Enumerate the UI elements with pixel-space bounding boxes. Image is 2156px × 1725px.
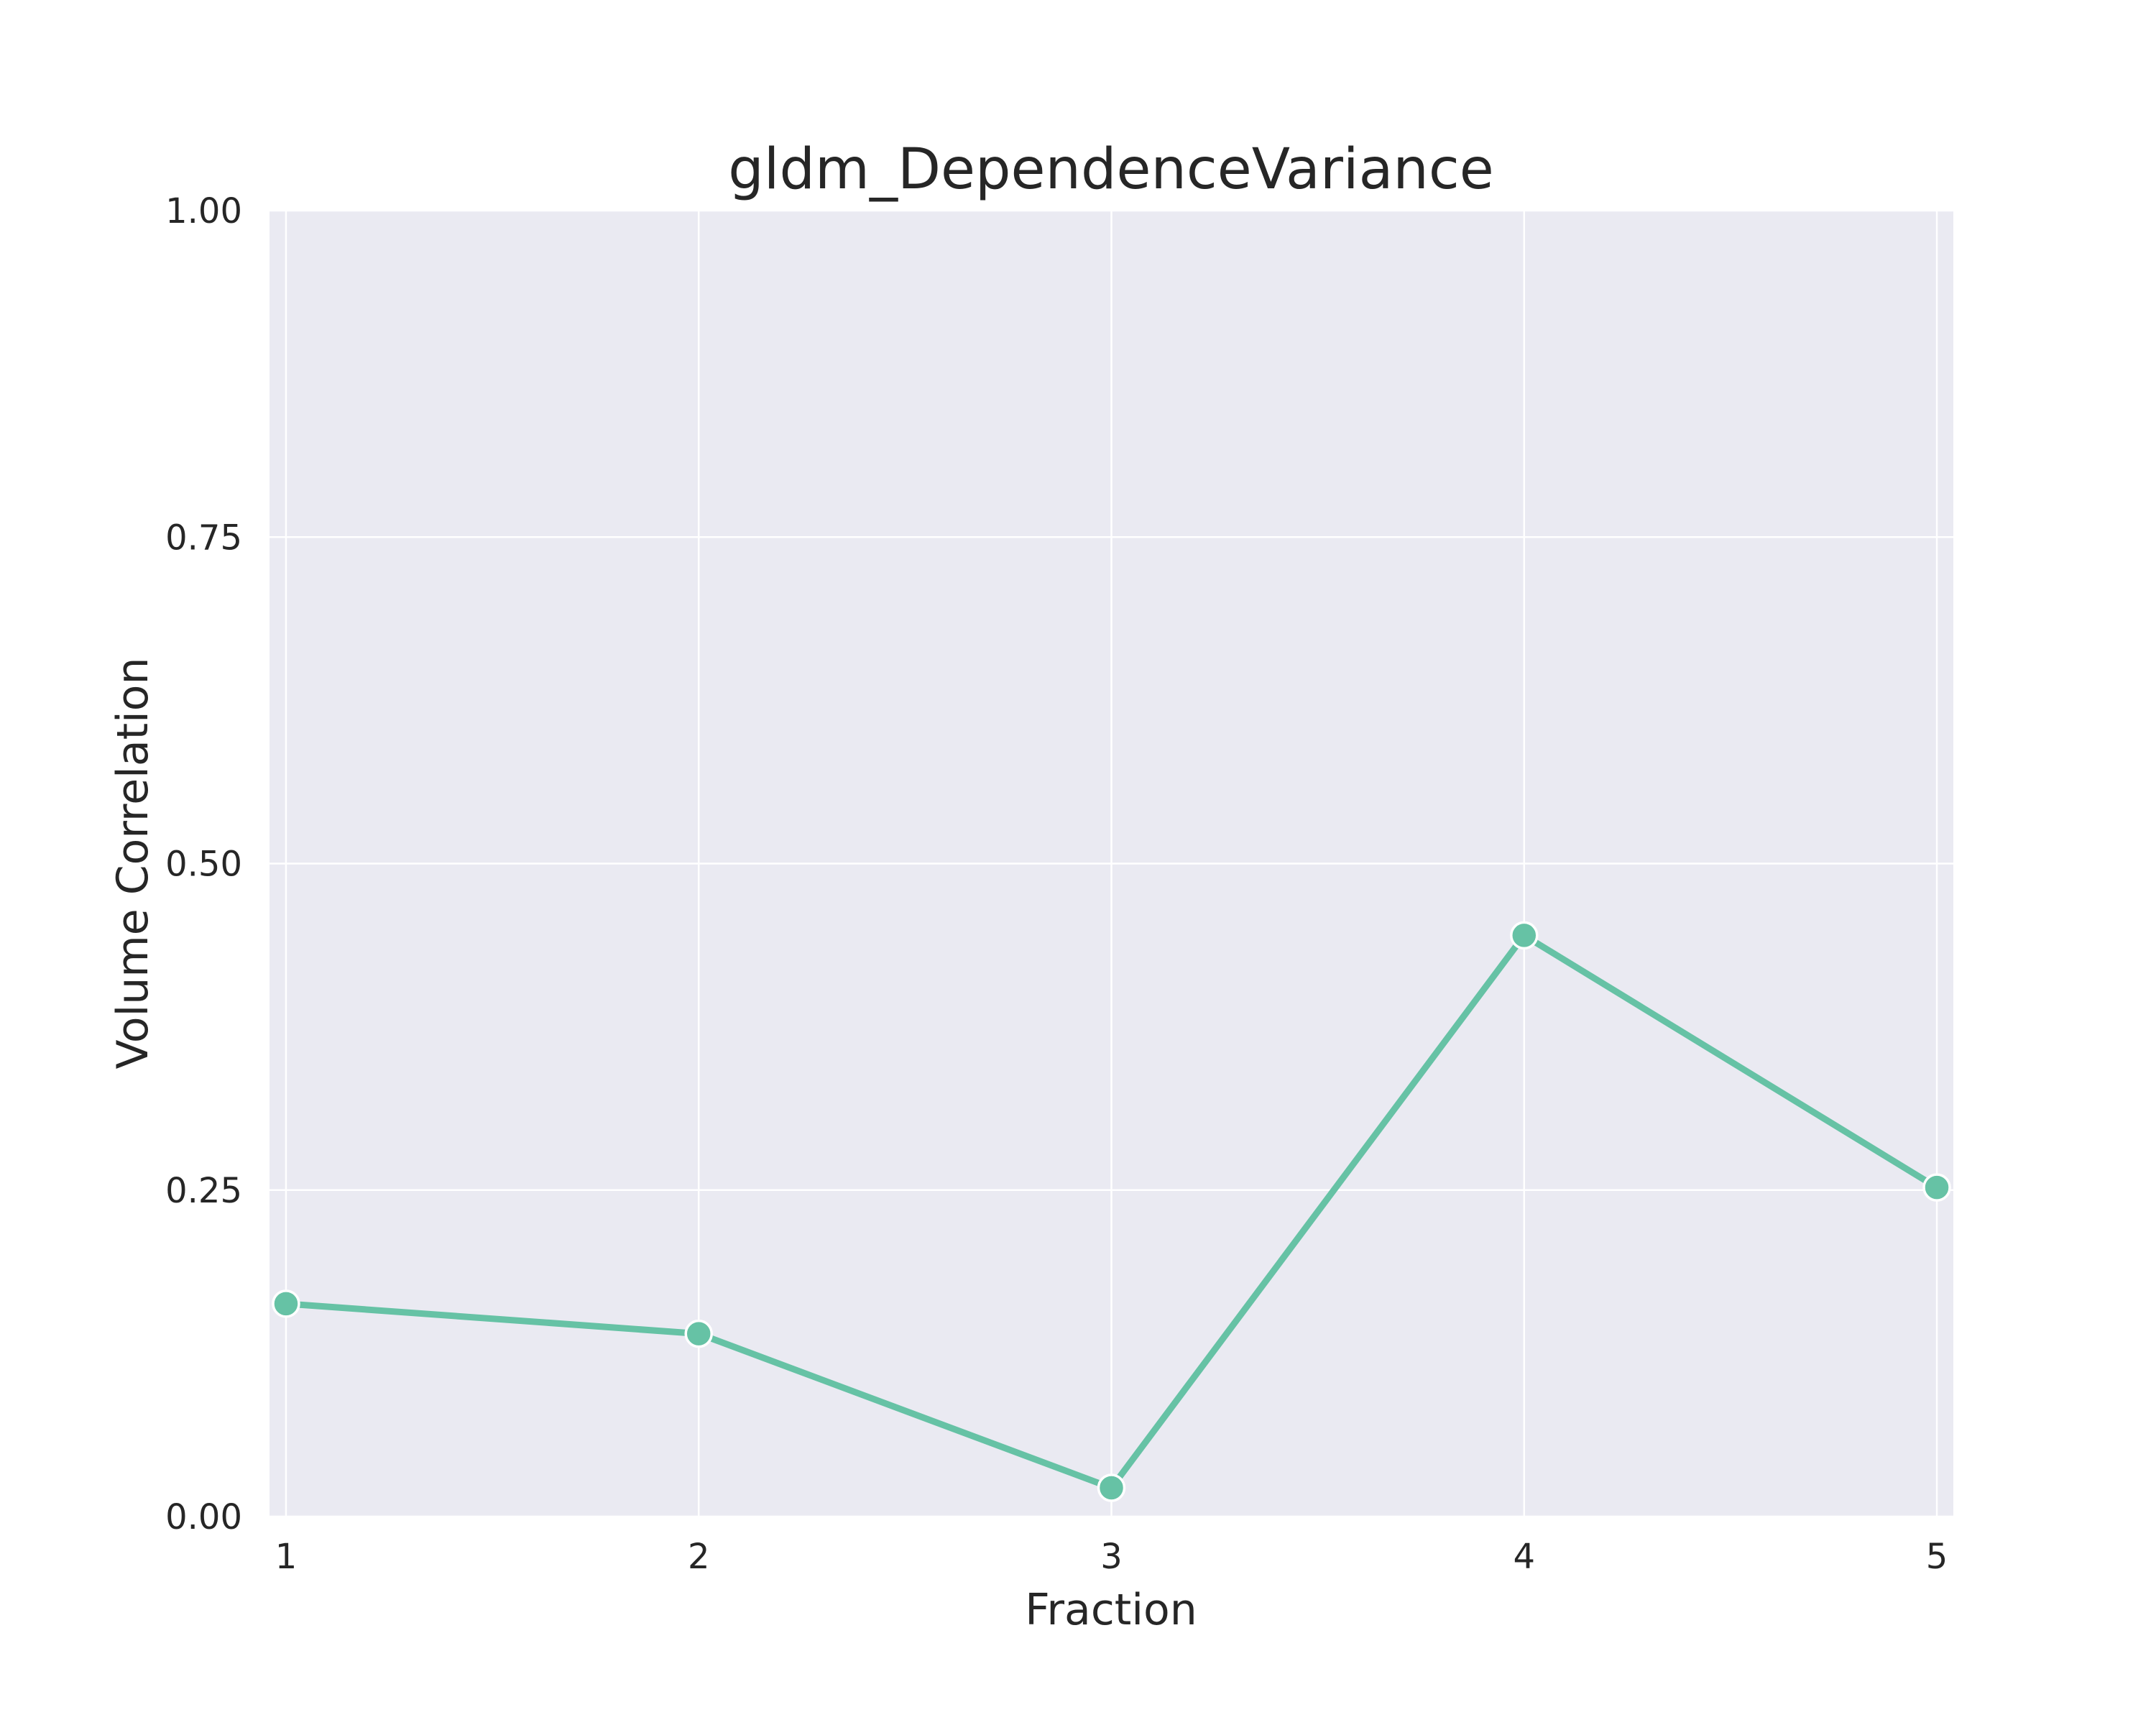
y-tick-label: 1.00 (165, 191, 242, 231)
y-axis-label: Volume Correlation (108, 657, 158, 1069)
x-tick-label: 2 (688, 1537, 710, 1577)
x-tick-label: 5 (1926, 1537, 1948, 1577)
y-tick-label: 0.25 (165, 1171, 242, 1211)
data-point (272, 1289, 300, 1318)
data-point (1922, 1173, 1951, 1202)
grid-lines (270, 209, 1953, 1518)
series-layer (272, 921, 1951, 1502)
y-tick-label: 0.75 (165, 518, 242, 558)
data-point (684, 1319, 713, 1348)
y-axis-ticks: 0.00 0.25 0.50 0.75 1.00 (165, 191, 242, 1537)
y-tick-label: 0.50 (165, 845, 242, 885)
data-point (1097, 1473, 1126, 1502)
x-tick-label: 1 (275, 1537, 298, 1577)
x-tick-label: 4 (1513, 1537, 1535, 1577)
x-tick-label: 3 (1100, 1537, 1123, 1577)
x-axis-label: Fraction (1025, 1585, 1197, 1635)
x-axis-ticks: 1 2 3 4 5 (275, 1537, 1948, 1577)
y-tick-label: 0.00 (165, 1497, 242, 1537)
chart-title: gldm_DependenceVariance (728, 137, 1493, 202)
data-point (1510, 921, 1539, 950)
